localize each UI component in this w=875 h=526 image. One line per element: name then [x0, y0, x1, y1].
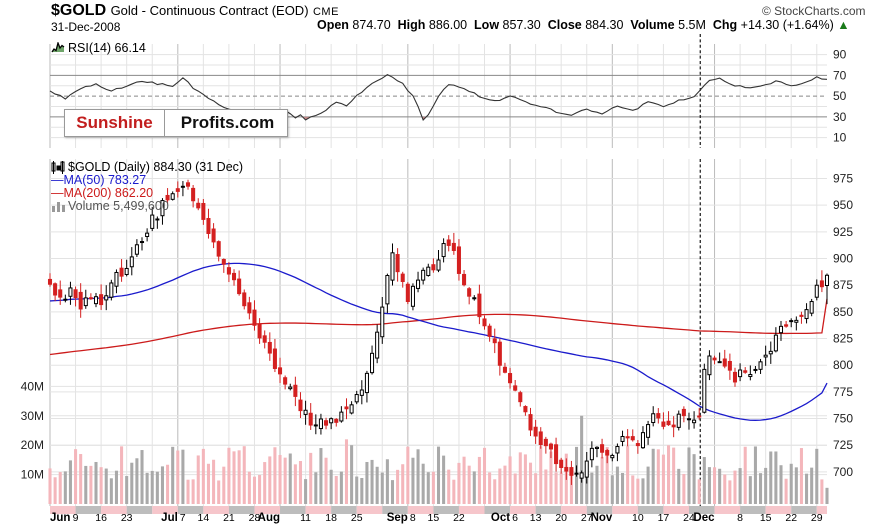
svg-text:925: 925	[833, 225, 853, 239]
svg-text:70: 70	[833, 68, 847, 82]
svg-text:90: 90	[833, 48, 847, 62]
svg-text:18: 18	[325, 512, 337, 524]
svg-text:25: 25	[351, 512, 363, 524]
svg-text:800: 800	[833, 358, 853, 372]
svg-text:8: 8	[737, 512, 743, 524]
svg-text:30: 30	[833, 110, 847, 124]
svg-text:Nov: Nov	[591, 512, 613, 524]
svg-text:Jul: Jul	[161, 512, 178, 524]
svg-text:725: 725	[833, 438, 853, 452]
svg-text:900: 900	[833, 252, 853, 266]
svg-text:11: 11	[300, 512, 311, 524]
svg-text:21: 21	[223, 512, 235, 524]
svg-text:10: 10	[632, 512, 644, 524]
svg-text:16: 16	[95, 512, 107, 524]
svg-text:825: 825	[833, 332, 853, 346]
svg-text:Jun: Jun	[50, 512, 70, 524]
svg-text:9: 9	[73, 512, 79, 524]
svg-text:8: 8	[410, 512, 416, 524]
svg-text:17: 17	[658, 512, 670, 524]
svg-text:775: 775	[833, 385, 853, 399]
svg-text:Aug: Aug	[258, 512, 280, 524]
svg-text:40M: 40M	[21, 379, 44, 393]
svg-text:20: 20	[555, 512, 567, 524]
svg-text:13: 13	[530, 512, 542, 524]
svg-text:15: 15	[428, 512, 440, 524]
svg-text:7: 7	[180, 512, 186, 524]
svg-text:950: 950	[833, 198, 853, 212]
svg-text:10: 10	[833, 131, 847, 145]
svg-text:22: 22	[453, 512, 465, 524]
svg-text:700: 700	[833, 465, 853, 479]
svg-text:23: 23	[121, 512, 133, 524]
svg-text:29: 29	[811, 512, 823, 524]
svg-text:850: 850	[833, 305, 853, 319]
svg-text:875: 875	[833, 278, 853, 292]
svg-text:50: 50	[833, 89, 847, 103]
svg-text:Sep: Sep	[387, 512, 408, 524]
svg-text:30M: 30M	[21, 409, 44, 423]
svg-text:Oct: Oct	[491, 512, 510, 524]
svg-text:20M: 20M	[21, 438, 44, 452]
svg-text:15: 15	[760, 512, 772, 524]
svg-text:Dec: Dec	[693, 512, 715, 524]
svg-text:14: 14	[198, 512, 210, 524]
svg-text:750: 750	[833, 412, 853, 426]
svg-text:975: 975	[833, 172, 853, 186]
svg-text:22: 22	[785, 512, 797, 524]
svg-text:10M: 10M	[21, 468, 44, 482]
svg-text:6: 6	[512, 512, 518, 524]
